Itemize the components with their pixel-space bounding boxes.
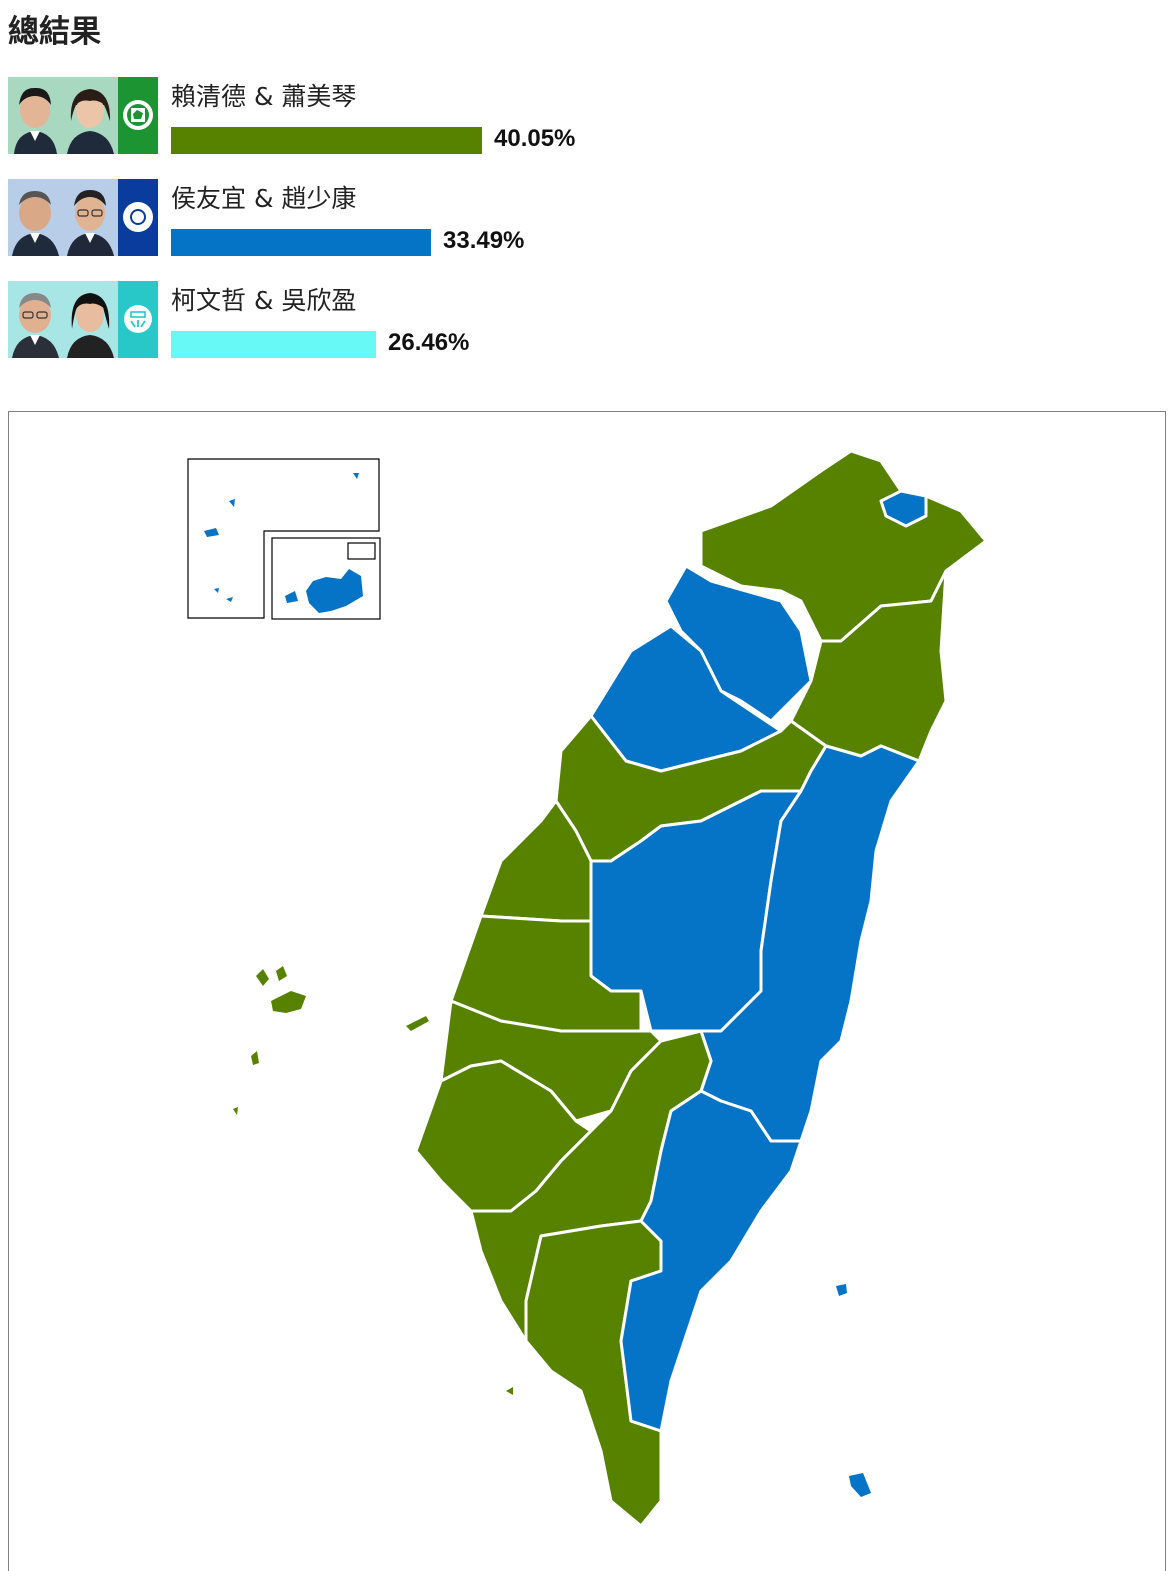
vote-share-bar (171, 229, 431, 256)
taiwan-county-map (187, 449, 988, 1528)
vote-share-label: 26.46% (388, 329, 470, 356)
candidate-photo (8, 281, 158, 358)
vote-share-bar (171, 331, 376, 358)
candidate-row-dpp: 賴清德 & 蕭美琴 40.05% (8, 77, 708, 155)
candidate-photo (8, 179, 158, 256)
vote-share-label: 40.05% (494, 125, 576, 152)
candidate-names: 柯文哲 & 吳欣盈 (171, 286, 357, 315)
candidate-names: 賴清德 & 蕭美琴 (171, 82, 357, 111)
region-lienchiang (204, 473, 359, 602)
inset-outlying-islands (187, 458, 381, 620)
person-portrait-icon (8, 179, 63, 256)
region-outlying-east (836, 1284, 871, 1497)
candidate-photo (8, 77, 158, 154)
region-penghu (233, 966, 429, 1115)
tpp-emblem-icon (118, 281, 158, 358)
region-hualien (699, 744, 921, 1143)
results-map (8, 411, 1166, 1571)
person-portrait-icon (63, 77, 118, 154)
person-portrait-icon (63, 179, 118, 256)
region-xiaoliuqiu (506, 1387, 513, 1395)
dpp-emblem-icon (118, 77, 158, 154)
vote-share-label: 33.49% (443, 227, 525, 254)
region-kinmen (285, 569, 363, 613)
person-portrait-icon (8, 281, 63, 358)
results-title: 總結果 (8, 14, 101, 50)
candidate-row-kmt: 侯友宜 & 趙少康 33.49% (8, 179, 708, 257)
kmt-sun-icon (118, 179, 158, 256)
region-keelung (879, 489, 928, 528)
person-portrait-icon (8, 77, 63, 154)
region-taitung (619, 1089, 803, 1433)
candidate-row-tpp: 柯文哲 & 吳欣盈 26.46% (8, 281, 708, 359)
candidate-names: 侯友宜 & 趙少康 (171, 184, 357, 213)
vote-share-bar (171, 127, 482, 154)
person-portrait-icon (63, 281, 118, 358)
